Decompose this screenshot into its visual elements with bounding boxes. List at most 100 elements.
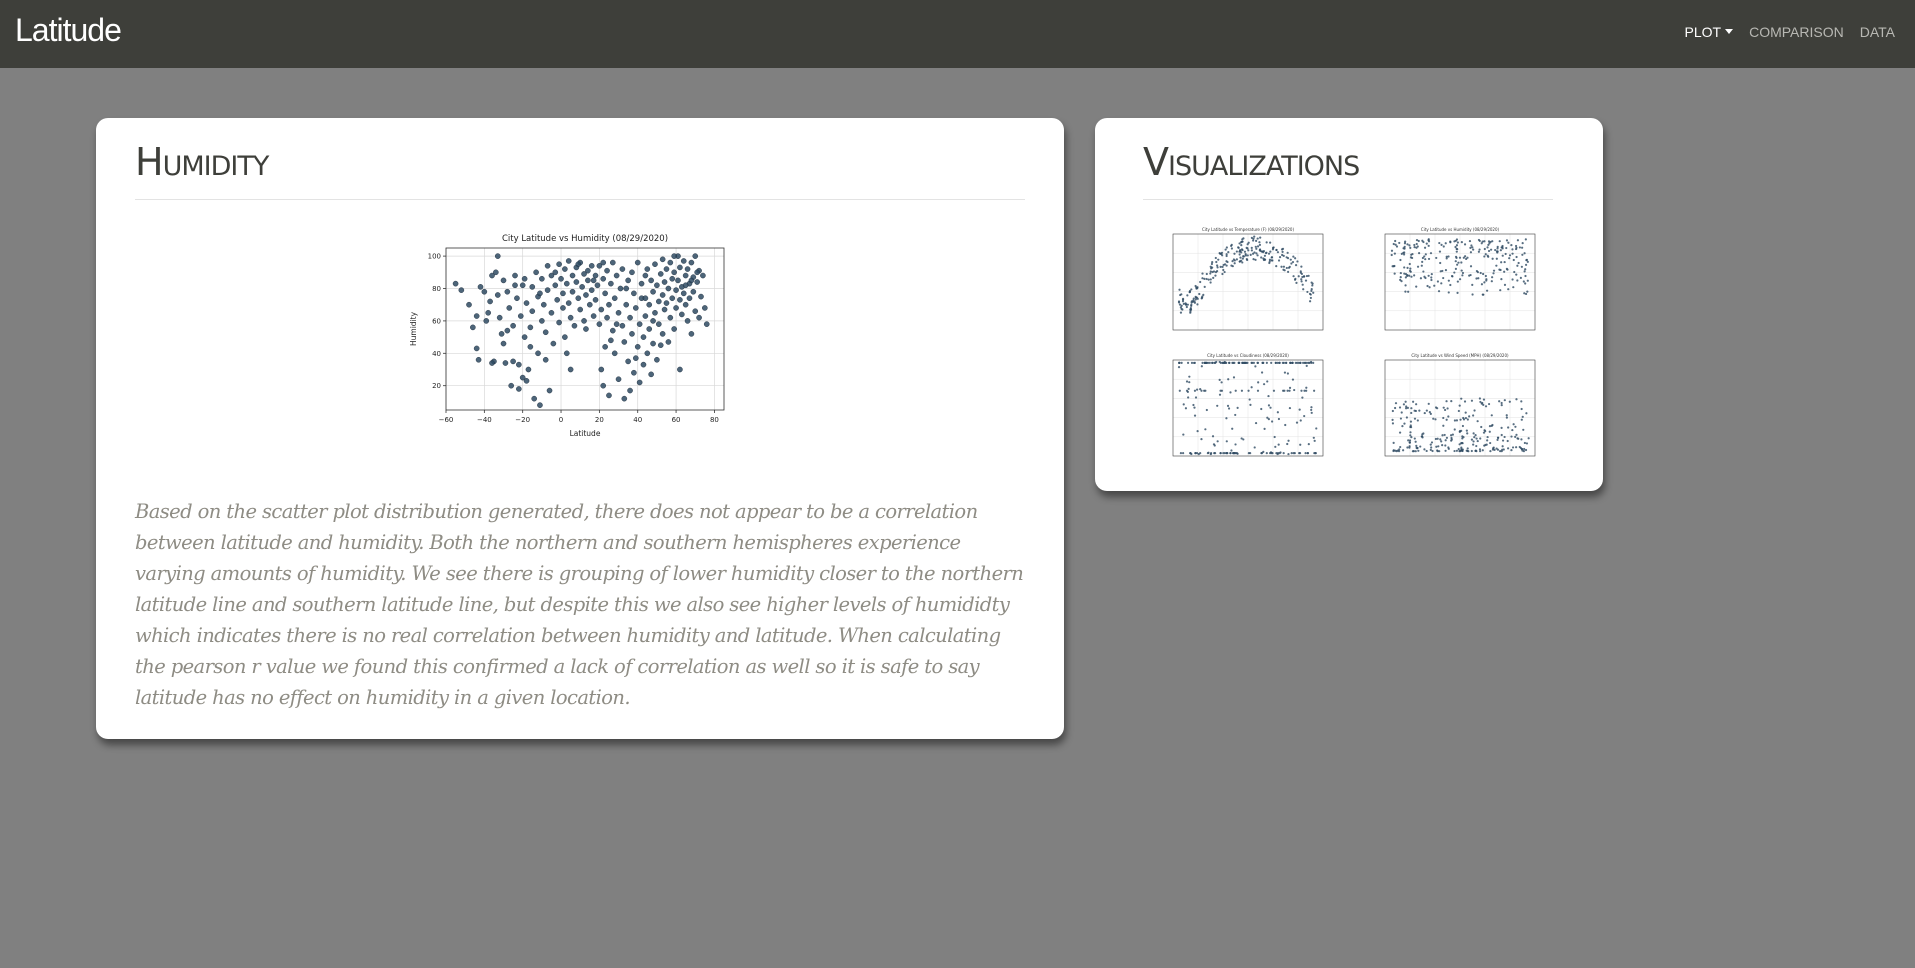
scatter-point	[1312, 291, 1315, 294]
scatter-point	[1286, 442, 1289, 446]
scatter-point	[1212, 276, 1215, 279]
visualizations-card: Visualizations City Latitude vs Temperat…	[1095, 118, 1603, 491]
scatter-point	[1524, 238, 1527, 241]
scatter-point	[1409, 256, 1413, 259]
scatter-point	[1472, 440, 1475, 443]
scatter-point	[1270, 256, 1274, 259]
scatter-point	[596, 321, 603, 327]
brand-link[interactable]: Latitude	[15, 12, 122, 48]
scatter-point	[563, 350, 570, 357]
scatter-point	[1515, 246, 1518, 249]
nav-data-link[interactable]: DATA	[1859, 24, 1895, 40]
scatter-point	[1402, 449, 1405, 452]
scatter-point	[1224, 248, 1227, 251]
scatter-point	[1276, 452, 1280, 455]
scatter-point	[1522, 280, 1525, 283]
scatter-point	[1301, 283, 1304, 286]
humidity-thumbnail[interactable]: City Latitude vs Humidity (08/29/2020)	[1365, 224, 1545, 344]
scatter-point	[1500, 426, 1503, 429]
scatter-point	[1445, 255, 1448, 258]
scatter-point	[1484, 253, 1487, 256]
scatter-point	[1225, 260, 1228, 263]
scatter-point	[669, 275, 676, 282]
scatter-point	[1220, 251, 1224, 254]
scatter-point	[1201, 277, 1204, 280]
scatter-point	[592, 272, 599, 279]
scatter-point	[565, 300, 572, 306]
temperature-thumbnail[interactable]: City Latitude vs Temperature (F) (08/29/…	[1153, 224, 1333, 344]
scatter-point	[1242, 438, 1245, 441]
scatter-point	[608, 280, 614, 287]
scatter-point	[1483, 240, 1486, 243]
scatter-point	[1515, 273, 1518, 276]
scatter-point	[1293, 278, 1297, 281]
scatter-point	[1447, 291, 1450, 294]
scatter-point	[567, 366, 574, 373]
scatter-point	[1508, 254, 1512, 257]
scatter-point	[1455, 256, 1458, 259]
scatter-point	[1500, 433, 1503, 437]
scatter-point	[1390, 253, 1393, 257]
scatter-point	[1247, 249, 1250, 252]
scatter-point	[1454, 245, 1457, 249]
scatter-point	[1280, 265, 1283, 268]
scatter-point	[583, 292, 589, 298]
cloudiness-thumbnail[interactable]: City Latitude vs Cloudiness (08/29/2020)	[1153, 350, 1333, 470]
scatter-point	[609, 259, 616, 266]
scatter-point	[1416, 265, 1420, 268]
scatter-point	[1523, 252, 1526, 255]
scatter-point	[657, 342, 664, 348]
scatter-point	[684, 318, 691, 324]
scatter-point	[1313, 389, 1316, 392]
scatter-point	[1477, 277, 1480, 280]
scatter-point	[598, 306, 605, 313]
x-tick-label: 40	[633, 416, 642, 424]
scatter-point	[690, 288, 697, 295]
wind-speed-thumbnail[interactable]: City Latitude vs Wind Speed (MPH) (08/29…	[1365, 350, 1545, 470]
scatter-point	[475, 356, 482, 363]
scatter-point	[1306, 452, 1310, 455]
scatter-point	[1181, 298, 1185, 301]
scatter-point	[1179, 311, 1183, 314]
scatter-point	[1193, 406, 1196, 409]
scatter-point	[1468, 415, 1471, 418]
scatter-point	[1480, 402, 1483, 405]
scatter-point	[1496, 438, 1499, 441]
scatter-point	[1307, 443, 1310, 446]
scatter-point	[1312, 361, 1315, 364]
scatter-point	[1458, 450, 1461, 453]
scatter-point	[1520, 400, 1523, 403]
scatter-point	[1442, 245, 1445, 248]
scatter-point	[1456, 280, 1459, 283]
scatter-point	[1244, 253, 1247, 256]
scatter-point	[1203, 277, 1206, 280]
scatter-point	[1416, 419, 1419, 422]
scatter-point	[556, 319, 562, 326]
scatter-point	[1417, 449, 1420, 452]
scatter-point	[1221, 361, 1224, 364]
scatter-point	[1466, 418, 1469, 421]
scatter-point	[1241, 261, 1244, 264]
nav-plot-dropdown[interactable]: PLOT	[1685, 24, 1734, 40]
scatter-point	[1260, 256, 1263, 259]
scatter-point	[1225, 264, 1228, 267]
scatter-point	[1445, 418, 1448, 421]
scatter-point	[1418, 252, 1421, 255]
scatter-point	[1187, 396, 1190, 399]
scatter-point	[585, 277, 591, 284]
scatter-point	[1525, 442, 1529, 445]
scatter-point	[1441, 434, 1444, 437]
scatter-point	[1265, 452, 1268, 455]
scatter-point	[1455, 419, 1459, 422]
scatter-point	[1410, 407, 1413, 410]
scatter-point	[1511, 252, 1514, 255]
scatter-point	[1209, 281, 1212, 284]
scatter-point	[590, 313, 597, 319]
scatter-point	[1211, 266, 1214, 269]
scatter-point	[1194, 284, 1197, 288]
scatter-point	[1460, 241, 1463, 244]
nav-comparison-link[interactable]: COMPARISON	[1749, 24, 1844, 40]
scatter-point	[1269, 406, 1272, 409]
scatter-point	[1475, 277, 1478, 280]
scatter-point	[633, 305, 639, 311]
